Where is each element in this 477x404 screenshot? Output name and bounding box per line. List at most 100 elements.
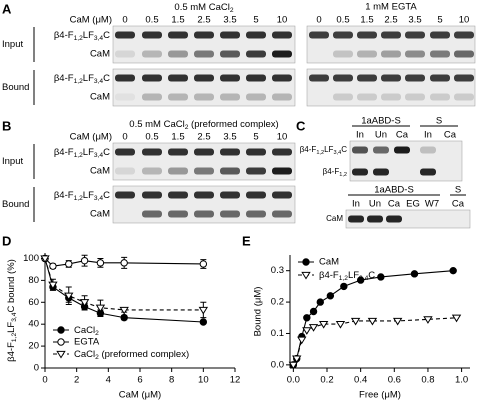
band [430,74,450,82]
band [220,93,240,101]
lane-label: 3.5 [223,132,236,143]
band [246,191,266,199]
legend-marker [57,326,65,334]
marker [410,270,419,278]
lane-label: 0 [122,132,127,143]
band [405,31,425,39]
row-label: β4-F1,2LF3,4C [54,73,110,85]
band [168,74,188,82]
band [430,31,450,39]
subscript: 2 [230,7,234,14]
series-line [292,317,457,366]
marker [120,259,128,267]
x-tick-label: 10 [198,375,209,386]
band [220,74,240,82]
x-tick-label: 0.8 [421,375,434,386]
marker [40,255,50,264]
band [373,146,389,154]
band [194,74,214,82]
marker [96,259,105,267]
row-label: CaM [90,166,110,177]
row-label: CaM [90,92,110,103]
band [454,50,474,58]
band [309,31,329,39]
marker [48,281,58,290]
y-tick-label: 20 [28,341,39,352]
band [405,50,425,58]
panel-letter: B [2,118,11,133]
marker [449,266,457,275]
blot-title: 0.5 mM CaCl2 (preformed complex) [129,119,278,131]
band [168,50,188,58]
band [405,74,425,82]
lane-label: 3.5 [408,15,421,26]
lane-label: Un [375,130,387,141]
band [246,50,266,58]
band [115,50,135,58]
row-label: CaM [90,209,110,220]
lane-label: 0 [122,15,127,26]
lane-label: Un [369,199,381,210]
blot-title: 1 mM EGTA [365,2,417,13]
subscript: 1,2 [11,333,18,343]
band [194,148,214,156]
marker [318,320,329,329]
subscript: 1,2 [74,78,84,85]
text-part: C [103,30,110,41]
lane-label: 10 [277,132,288,143]
band [272,74,292,82]
text-part: β4-F [6,342,17,362]
x-tick-label: 6 [137,375,142,386]
marker [119,306,129,315]
subscript: 3,4 [94,35,104,42]
marker [356,276,365,284]
subscript: 3,4 [94,195,104,202]
lane-label: Ca [396,130,409,141]
band [454,31,474,39]
text-part: CaCl [74,349,95,360]
band [246,148,266,156]
band [194,50,214,58]
band [194,31,214,39]
panel-letter: E [242,233,251,248]
band [168,167,188,175]
panel-letter: A [2,1,12,16]
lane-label: 10 [277,15,288,26]
band [194,167,214,175]
band [246,74,266,82]
lane-label: 0.5 [145,132,158,143]
marker [309,307,318,316]
band [115,167,135,175]
y-tick-label: 0.2 [271,297,284,308]
band [220,148,240,156]
x-tick-label: 12 [230,375,241,386]
x-tick-label: 4 [106,375,111,386]
subscript: 1,2 [339,275,349,282]
band [357,93,377,101]
band [194,93,214,101]
marker [335,320,346,329]
x-tick-label: 1.0 [455,375,468,386]
lane-label: 0 [316,15,321,26]
panel-letter: D [2,233,11,248]
band [115,74,135,82]
marker [308,324,319,332]
group-header: S [455,185,461,196]
row-label: CaM [90,49,110,60]
subscript: 3,4 [94,152,104,159]
row-label: CaM [326,214,343,223]
legend-label: β4-F1,2LF3,4C [319,270,375,282]
text-part: LF [324,145,333,154]
marker [80,256,89,265]
legend-label: EGTA [74,337,100,348]
band [115,31,135,39]
row-label: β4-F1,2LF3,4C [54,190,110,202]
blot-title: 0.5 mM CaCl2 [174,2,233,14]
text-part: CaCl [74,325,95,336]
band [454,93,474,101]
band [115,93,135,101]
band [357,31,377,39]
lane-label: EG [406,199,420,210]
group-label: Input [2,39,23,50]
